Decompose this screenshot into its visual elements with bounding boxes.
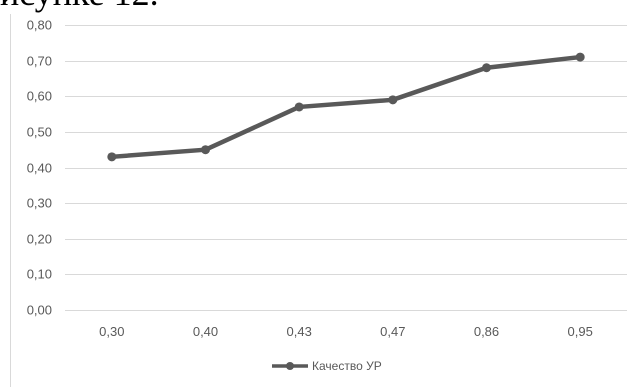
- y-tick-label: 0,10: [27, 267, 52, 282]
- data-point: [388, 95, 398, 105]
- data-point: [201, 145, 210, 155]
- data-point: [294, 102, 304, 112]
- y-tick-label: 0,80: [27, 18, 52, 33]
- series-line: [109, 54, 583, 160]
- x-tick-label: 0,40: [193, 324, 218, 339]
- legend-marker: [286, 362, 294, 370]
- x-tick-label: 0,95: [568, 324, 593, 339]
- series-group: [107, 52, 585, 162]
- x-tick-label: 0,86: [474, 324, 499, 339]
- caption-fragment: исунке 12.: [0, 0, 159, 14]
- y-tick-label: 0,70: [27, 54, 52, 69]
- data-point: [482, 63, 491, 73]
- x-tick-label: 0,43: [287, 324, 312, 339]
- legend: Качество УР: [272, 359, 382, 373]
- y-tick-label: 0,30: [27, 196, 52, 211]
- y-tick-label: 0,40: [27, 161, 52, 176]
- legend-label: Качество УР: [312, 359, 382, 373]
- y-axis-ticks: 0,00 0,10 0,20 0,30 0,40 0,50 0,60 0,70 0,80: [27, 18, 52, 318]
- y-tick-label: 0,00: [27, 303, 52, 318]
- y-tick-label: 0,50: [27, 125, 52, 140]
- x-tick-label: 0,47: [380, 324, 405, 339]
- data-point: [575, 52, 585, 62]
- x-axis-ticks: 0,30 0,40 0,43 0,47 0,86 0,95: [99, 324, 593, 339]
- y-tick-label: 0,20: [27, 232, 52, 247]
- gridlines: [65, 25, 627, 311]
- x-tick-label: 0,30: [99, 324, 124, 339]
- y-tick-label: 0,60: [27, 89, 52, 104]
- data-point: [107, 152, 117, 162]
